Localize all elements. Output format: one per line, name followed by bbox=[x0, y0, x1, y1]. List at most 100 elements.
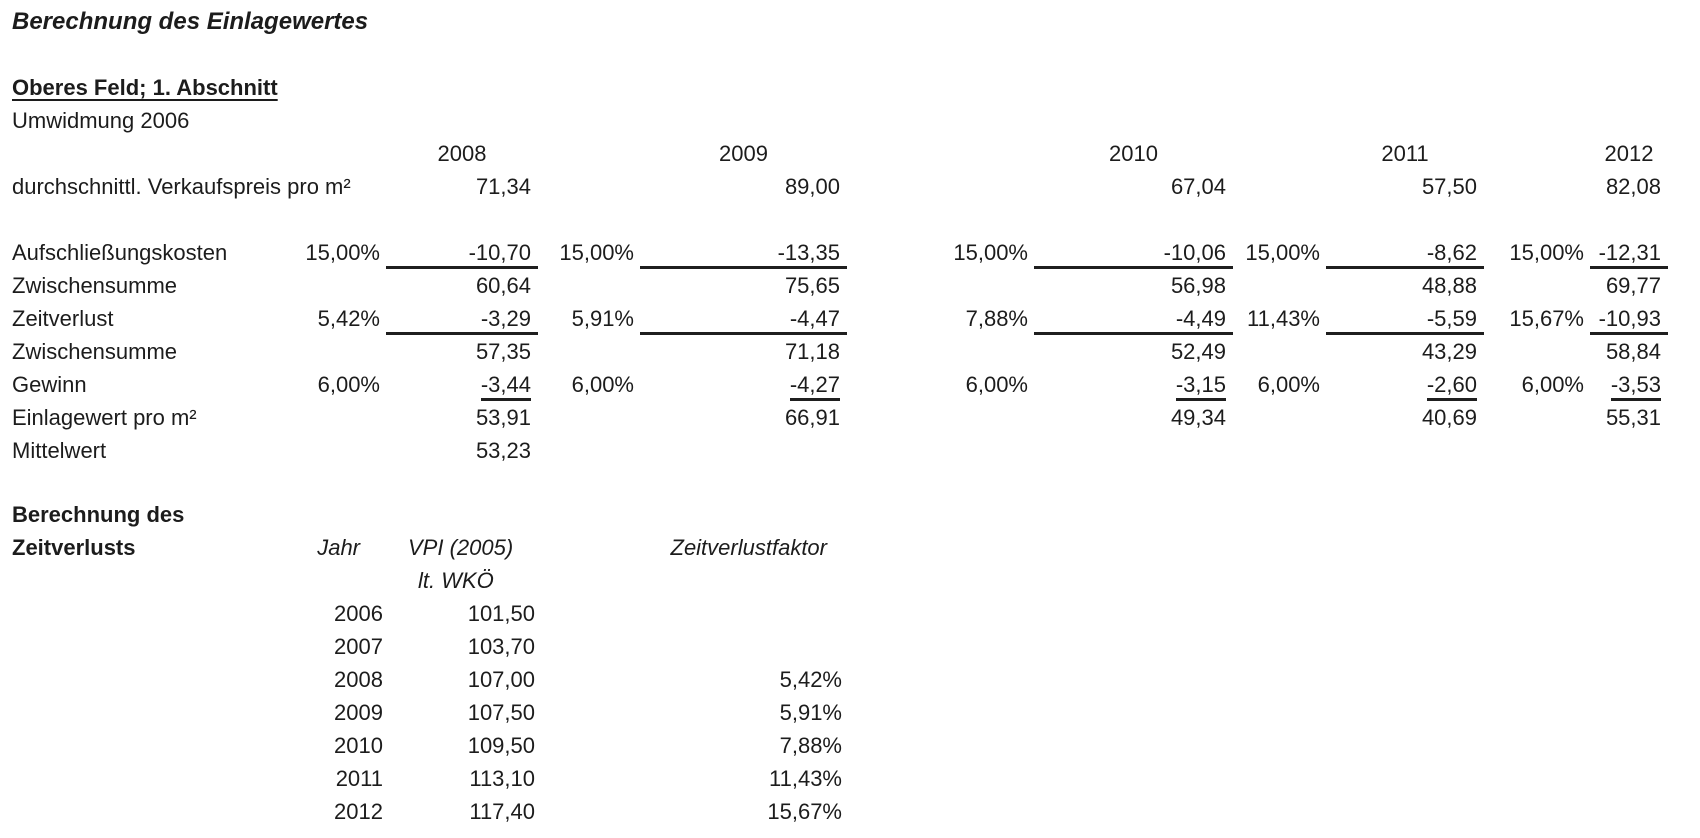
column-header-vpi-line2: lt. WKÖ bbox=[418, 568, 494, 593]
faktor-cell: 7,88% bbox=[779, 733, 842, 758]
einlagewert-table: 2008 2009 2010 2011 2012 durchschnittl. … bbox=[12, 137, 1668, 467]
year-header-2010: 2010 bbox=[1109, 141, 1158, 166]
year-header-2011: 2011 bbox=[1381, 141, 1429, 166]
value-cell: 56,98 bbox=[1170, 273, 1226, 298]
jahr-cell: 2010 bbox=[334, 733, 383, 758]
underlined-value: -3,53 bbox=[1610, 371, 1661, 401]
value-cell: -12,31 bbox=[1590, 236, 1668, 269]
value-cell: 57,35 bbox=[475, 339, 531, 364]
vpi-cell: 113,10 bbox=[469, 766, 535, 791]
section-subheading: Umwidmung 2006 bbox=[12, 108, 190, 133]
value-cell: 53,91 bbox=[475, 405, 531, 430]
value-cell: 71,34 bbox=[475, 174, 531, 199]
value-cell: -2,60 bbox=[1326, 368, 1484, 401]
jahr-cell: 2006 bbox=[334, 601, 383, 626]
percent-cell: 5,42% bbox=[317, 306, 380, 331]
value-cell: -10,93 bbox=[1590, 302, 1668, 335]
percent-cell: 6,00% bbox=[571, 372, 634, 397]
value-cell: -10,06 bbox=[1034, 236, 1233, 269]
underlined-value: -3,15 bbox=[1175, 371, 1226, 401]
jahr-cell: 2011 bbox=[335, 766, 383, 791]
percent-cell: 15,00% bbox=[305, 240, 380, 265]
percent-cell: 6,00% bbox=[965, 372, 1028, 397]
vpi-cell: 117,40 bbox=[469, 799, 535, 824]
table-heading-line1: Berechnung des bbox=[12, 502, 185, 527]
jahr-cell: 2012 bbox=[334, 799, 383, 824]
table-heading-line2: Zeitverlusts bbox=[12, 535, 136, 560]
value-cell: -5,59 bbox=[1326, 302, 1484, 335]
document-title: Berechnung des Einlagewertes bbox=[12, 8, 369, 35]
value-cell: 48,88 bbox=[1421, 273, 1477, 298]
value-cell: 89,00 bbox=[784, 174, 840, 199]
value-cell: 75,65 bbox=[784, 273, 840, 298]
year-header-2009: 2009 bbox=[719, 141, 768, 166]
value-cell: 52,49 bbox=[1170, 339, 1226, 364]
value-cell: 49,34 bbox=[1170, 405, 1226, 430]
vpi-cell: 107,00 bbox=[467, 667, 535, 692]
value-cell: 60,64 bbox=[475, 273, 531, 298]
percent-cell: 7,88% bbox=[965, 306, 1028, 331]
column-header-jahr: Jahr bbox=[317, 535, 360, 560]
vpi-cell: 109,50 bbox=[467, 733, 535, 758]
percent-cell: 6,00% bbox=[1521, 372, 1584, 397]
faktor-cell bbox=[542, 630, 849, 663]
row-label: Zwischensumme bbox=[12, 273, 178, 298]
row-label: Zeitverlust bbox=[12, 306, 114, 331]
value-cell: -3,53 bbox=[1590, 368, 1668, 401]
percent-cell: 15,00% bbox=[559, 240, 634, 265]
vpi-cell: 101,50 bbox=[467, 601, 535, 626]
percent-cell: 11,43% bbox=[1247, 306, 1320, 331]
value-cell: -13,35 bbox=[640, 236, 847, 269]
year-header-2008: 2008 bbox=[437, 141, 487, 166]
row-label: Mittelwert bbox=[12, 438, 107, 463]
value-cell: 66,91 bbox=[784, 405, 840, 430]
value-cell: 82,08 bbox=[1605, 174, 1661, 199]
percent-cell: 5,91% bbox=[571, 306, 634, 331]
percent-cell: 15,00% bbox=[953, 240, 1028, 265]
value-cell: 40,69 bbox=[1421, 405, 1477, 430]
vpi-cell: 107,50 bbox=[467, 700, 535, 725]
value-cell: 55,31 bbox=[1605, 405, 1661, 430]
row-label: durchschnittl. Verkaufspreis pro m² bbox=[12, 174, 351, 199]
jahr-cell: 2007 bbox=[334, 634, 383, 659]
row-label: Zwischensumme bbox=[12, 339, 178, 364]
underlined-value: -3,44 bbox=[480, 371, 531, 401]
underlined-value: -4,27 bbox=[789, 371, 840, 401]
value-cell: -3,44 bbox=[386, 368, 538, 401]
value-cell: 71,18 bbox=[784, 339, 840, 364]
value-cell: 58,84 bbox=[1605, 339, 1661, 364]
value-cell: -4,49 bbox=[1034, 302, 1233, 335]
value-cell: -8,62 bbox=[1326, 236, 1484, 269]
jahr-cell: 2008 bbox=[334, 667, 383, 692]
faktor-cell: 15,67% bbox=[767, 799, 842, 824]
value-cell: -4,27 bbox=[640, 368, 847, 401]
percent-cell: 15,00% bbox=[1509, 240, 1584, 265]
value-cell: -3,15 bbox=[1034, 368, 1233, 401]
zeitverlust-table: Berechnung des Zeitverlusts Jahr VPI (20… bbox=[12, 498, 849, 828]
value-cell: -3,29 bbox=[386, 302, 538, 335]
row-label: Aufschließungskosten bbox=[12, 240, 228, 265]
faktor-cell: 5,91% bbox=[779, 700, 842, 725]
percent-cell: 15,67% bbox=[1509, 306, 1584, 331]
value-cell: 43,29 bbox=[1421, 339, 1477, 364]
underlined-value: -2,60 bbox=[1426, 371, 1477, 401]
section-heading: Oberes Feld; 1. Abschnitt bbox=[12, 75, 278, 100]
faktor-cell: 11,43% bbox=[769, 766, 842, 791]
faktor-cell bbox=[542, 597, 849, 630]
value-cell: 57,50 bbox=[1421, 174, 1477, 199]
percent-cell: 15,00% bbox=[1245, 240, 1320, 265]
value-cell: -4,47 bbox=[640, 302, 847, 335]
percent-cell: 6,00% bbox=[1257, 372, 1320, 397]
faktor-cell: 5,42% bbox=[779, 667, 842, 692]
column-header-zeitverlustfaktor: Zeitverlustfaktor bbox=[670, 535, 828, 560]
value-cell: 69,77 bbox=[1605, 273, 1661, 298]
value-cell: 53,23 bbox=[475, 438, 531, 463]
column-header-vpi: VPI (2005) bbox=[408, 535, 514, 560]
row-label: Einlagewert pro m² bbox=[12, 405, 197, 430]
value-cell: -10,70 bbox=[386, 236, 538, 269]
vpi-cell: 103,70 bbox=[467, 634, 535, 659]
percent-cell: 6,00% bbox=[317, 372, 380, 397]
jahr-cell: 2009 bbox=[334, 700, 383, 725]
year-header-2012: 2012 bbox=[1604, 141, 1654, 166]
